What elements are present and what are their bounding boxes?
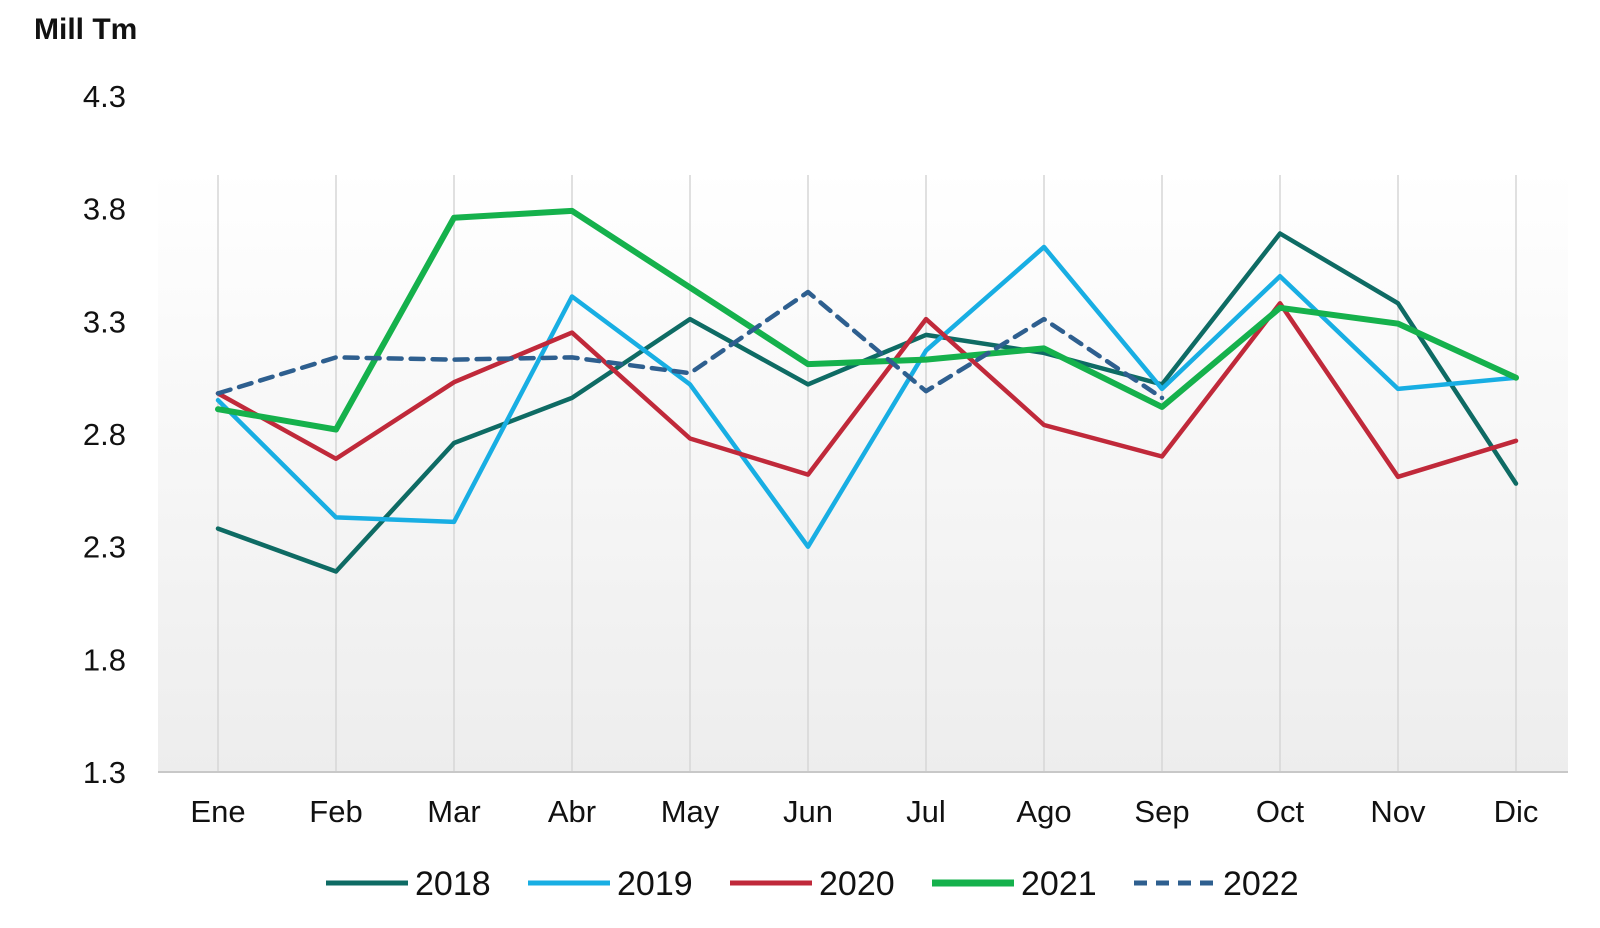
series-line-2022 <box>215 289 1165 401</box>
y-axis-ticks: 1.3 1.8 2.3 2.8 3.3 3.8 4.3 <box>83 79 126 790</box>
series-line-2019 <box>215 244 1519 549</box>
legend-label-2020: 2020 <box>819 865 895 903</box>
legend-label-2018: 2018 <box>415 865 491 903</box>
legend-label-2021: 2021 <box>1021 865 1097 903</box>
x-tick-label-jul: Jul <box>906 794 946 829</box>
y-axis-unit-label: Mill Tm <box>34 13 137 46</box>
x-tick-label-may: May <box>661 794 720 829</box>
plot-area <box>158 170 1568 772</box>
y-tick-label: 2.3 <box>83 530 126 565</box>
x-tick-label-ene: Ene <box>190 794 245 829</box>
x-tick-label-sep: Sep <box>1134 794 1189 829</box>
series-lines <box>215 207 1519 574</box>
series-line-2020 <box>215 301 1519 480</box>
y-tick-label: 2.8 <box>83 417 126 452</box>
x-tick-label-mar: Mar <box>427 794 480 829</box>
x-axis-ticks: Ene Feb Mar Abr May Jun Jul Ago Sep Oct Nov Dic <box>190 794 1538 829</box>
y-tick-label: 4.3 <box>83 79 126 114</box>
y-tick-label: 1.3 <box>83 755 126 790</box>
x-tick-label-oct: Oct <box>1256 794 1305 829</box>
legend: 2018 2019 2020 2021 2022 <box>326 865 1299 903</box>
x-tick-label-abr: Abr <box>548 794 596 829</box>
y-tick-label: 1.8 <box>83 642 126 677</box>
series-line-2021 <box>215 207 1519 433</box>
x-tick-label-dic: Dic <box>1494 794 1539 829</box>
legend-label-2022: 2022 <box>1223 865 1299 903</box>
x-tick-label-ago: Ago <box>1016 794 1071 829</box>
y-tick-label: 3.8 <box>83 192 126 227</box>
y-tick-label: 3.3 <box>83 304 126 339</box>
x-tick-label-jun: Jun <box>783 794 833 829</box>
legend-label-2019: 2019 <box>617 865 693 903</box>
x-tick-label-nov: Nov <box>1370 794 1426 829</box>
x-tick-label-feb: Feb <box>309 794 362 829</box>
